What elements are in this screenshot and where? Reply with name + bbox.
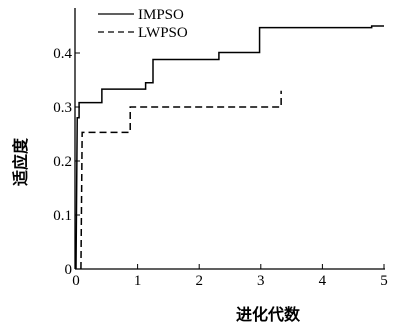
y-axis-title: 适应度	[11, 137, 30, 186]
series-line-impso	[75, 25, 384, 270]
chart-series	[75, 25, 384, 270]
series-line-lwpso	[80, 90, 282, 270]
chart-ticks: 0 1 2 3 4 5 0 0.1 0.2 0.3 0.4	[53, 46, 388, 289]
legend-label-lwpso: LWPSO	[138, 25, 188, 41]
x-tick-label-2: 2	[195, 273, 203, 289]
chart-legend: IMPSO LWPSO	[98, 7, 188, 41]
y-tick-label-0: 0	[65, 262, 73, 278]
legend-label-impso: IMPSO	[138, 7, 184, 23]
x-axis-title: 进化代数	[236, 305, 301, 324]
y-tick-label-2: 0.2	[53, 154, 72, 170]
x-tick-label-5: 5	[380, 273, 388, 289]
y-tick-label-4: 0.4	[53, 46, 72, 62]
x-tick-label-4: 4	[319, 273, 327, 289]
x-tick-label-3: 3	[257, 273, 265, 289]
x-tick-label-0: 0	[72, 273, 80, 289]
x-tick-label-1: 1	[134, 273, 142, 289]
y-tick-label-1: 0.1	[53, 208, 72, 224]
chart-axes	[74, 8, 385, 270]
y-tick-label-3: 0.3	[53, 100, 72, 116]
